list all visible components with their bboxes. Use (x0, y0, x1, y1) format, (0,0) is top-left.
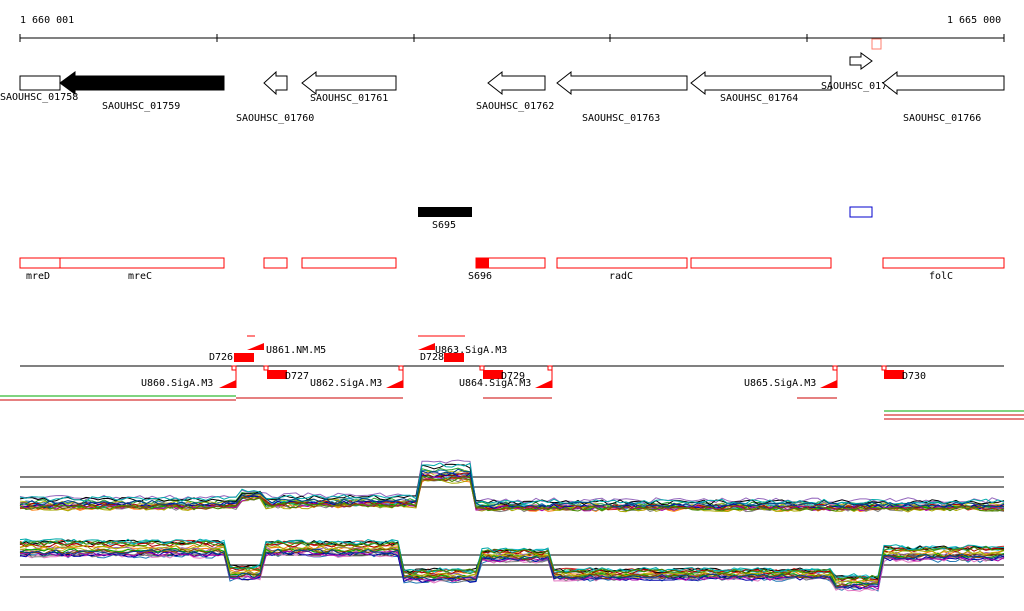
gene-SAOUHSC-01763[interactable]: SAOUHSC_01763 (556, 70, 688, 124)
promoter-U863[interactable] (418, 343, 435, 350)
promoter-label: U863.SigA.M3 (435, 345, 507, 356)
gene-label: SAOUHSC_01758 (0, 92, 78, 103)
expression-panel-1 (19, 459, 1005, 513)
expression-trace (19, 468, 1005, 508)
gene-label: SAOUHSC_01764 (720, 93, 798, 104)
gene-SAOUHSC-01765[interactable]: SAOUHSC_01765 (821, 52, 899, 92)
gene-arrow[interactable] (690, 70, 832, 96)
terminator-D729[interactable] (483, 370, 503, 379)
terminator-D730[interactable] (884, 370, 904, 379)
gene-SAOUHSC-01759[interactable]: SAOUHSC_01759 (59, 71, 225, 112)
annotation-folC[interactable] (882, 257, 1005, 269)
gene-arrow[interactable] (556, 70, 688, 96)
expression-trace (19, 550, 1005, 590)
expression-trace (19, 540, 1005, 581)
site-marker (832, 365, 838, 371)
site-marker (547, 365, 553, 371)
promoter-label: U864.SigA.M3 (459, 378, 531, 389)
annotation-box[interactable] (690, 257, 832, 269)
annotation-mreD[interactable] (19, 257, 61, 269)
annotation-mreC[interactable] (59, 257, 225, 269)
feature-S695[interactable] (418, 207, 472, 217)
annotation-label: S696 (468, 271, 492, 282)
expression-trace (19, 462, 1005, 505)
regulatory-track: U861.NM.M5 D726 U863.SigA.M3 D728 D727 D… (0, 335, 1024, 420)
annotation-label: radC (609, 271, 633, 282)
promoter-U865[interactable] (820, 380, 837, 388)
gene-arrow[interactable] (882, 70, 1005, 96)
gene-track: SAOUHSC_01758 SAOUHSC_01759 SAOUHSC_0176… (0, 52, 1005, 124)
gene-SAOUHSC-01764[interactable]: SAOUHSC_01764 (690, 70, 832, 104)
gene-SAOUHSC-01758[interactable]: SAOUHSC_01758 (0, 75, 78, 103)
feature-track: S695 (418, 206, 873, 231)
promoter-U861[interactable] (247, 343, 264, 350)
gene-arrow[interactable] (19, 75, 61, 91)
ruler-start-label: 1 660 001 (20, 15, 74, 26)
annotation-box[interactable] (263, 257, 288, 269)
gene-label: SAOUHSC_01761 (310, 93, 388, 104)
site-marker (881, 365, 887, 371)
promoter-label: U860.SigA.M3 (141, 378, 213, 389)
gene-label: SAOUHSC_01760 (236, 113, 314, 124)
expression-panel-2 (19, 538, 1005, 592)
terminator-D727[interactable] (267, 370, 287, 379)
terminator-D728[interactable] (444, 353, 464, 362)
site-marker (263, 365, 269, 371)
promoter-label: U865.SigA.M3 (744, 378, 816, 389)
gene-arrow[interactable] (849, 52, 873, 70)
gene-label: SAOUHSC_01766 (903, 113, 981, 124)
promoter-U864[interactable] (535, 380, 552, 388)
gene-SAOUHSC-01762[interactable]: SAOUHSC_01762 (476, 70, 554, 112)
annotation-label: mreC (128, 271, 152, 282)
coordinate-ruler: 1 660 001 1 665 000 (19, 15, 1005, 50)
promoter-label: U861.NM.M5 (266, 345, 326, 356)
expression-trace (19, 478, 1005, 513)
gene-arrow[interactable] (487, 70, 546, 96)
expression-trace (19, 547, 1005, 588)
gene-label: SAOUHSC_01765 (821, 81, 899, 92)
gene-arrow[interactable] (59, 71, 225, 95)
expression-trace (19, 476, 1005, 512)
site-marker (231, 365, 237, 371)
gene-label: SAOUHSC_01759 (102, 101, 180, 112)
gene-SAOUHSC-01760[interactable]: SAOUHSC_01760 (236, 70, 314, 124)
gene-arrow[interactable] (301, 70, 397, 96)
ruler-end-label: 1 665 000 (947, 15, 1001, 26)
terminator-label: D726 (209, 352, 233, 363)
feature-label: S695 (432, 220, 456, 231)
site-marker (479, 365, 485, 371)
promoter-U860[interactable] (219, 380, 236, 388)
expression-trace (19, 548, 1005, 588)
gene-SAOUHSC-01766[interactable]: SAOUHSC_01766 (882, 70, 1005, 124)
annotation-track: mreD mreC S696 radC folC (19, 257, 1005, 282)
terminator-label: D727 (285, 371, 309, 382)
terminator-D726[interactable] (234, 353, 254, 362)
annotation-box[interactable] (301, 257, 397, 269)
annotation-S696[interactable] (476, 258, 489, 268)
feature-blue-box[interactable] (849, 206, 873, 218)
expression-trace (19, 538, 1005, 579)
expression-trace (19, 459, 1005, 504)
gene-arrow[interactable] (263, 70, 288, 96)
promoter-label: U862.SigA.M3 (310, 378, 382, 389)
terminator-label: D730 (902, 371, 926, 382)
site-marker (398, 365, 404, 371)
annotation-label: mreD (26, 271, 50, 282)
promoter-U862[interactable] (386, 380, 403, 388)
annotation-radC[interactable] (556, 257, 688, 269)
gene-SAOUHSC-01761[interactable]: SAOUHSC_01761 (301, 70, 397, 104)
gene-label: SAOUHSC_01762 (476, 101, 554, 112)
expression-trace (19, 546, 1005, 587)
annotation-label: folC (929, 271, 953, 282)
gene-label: SAOUHSC_01763 (582, 113, 660, 124)
ruler-marker[interactable] (871, 38, 882, 50)
terminator-label: D728 (420, 352, 444, 363)
terminator-label: D729 (501, 371, 525, 382)
